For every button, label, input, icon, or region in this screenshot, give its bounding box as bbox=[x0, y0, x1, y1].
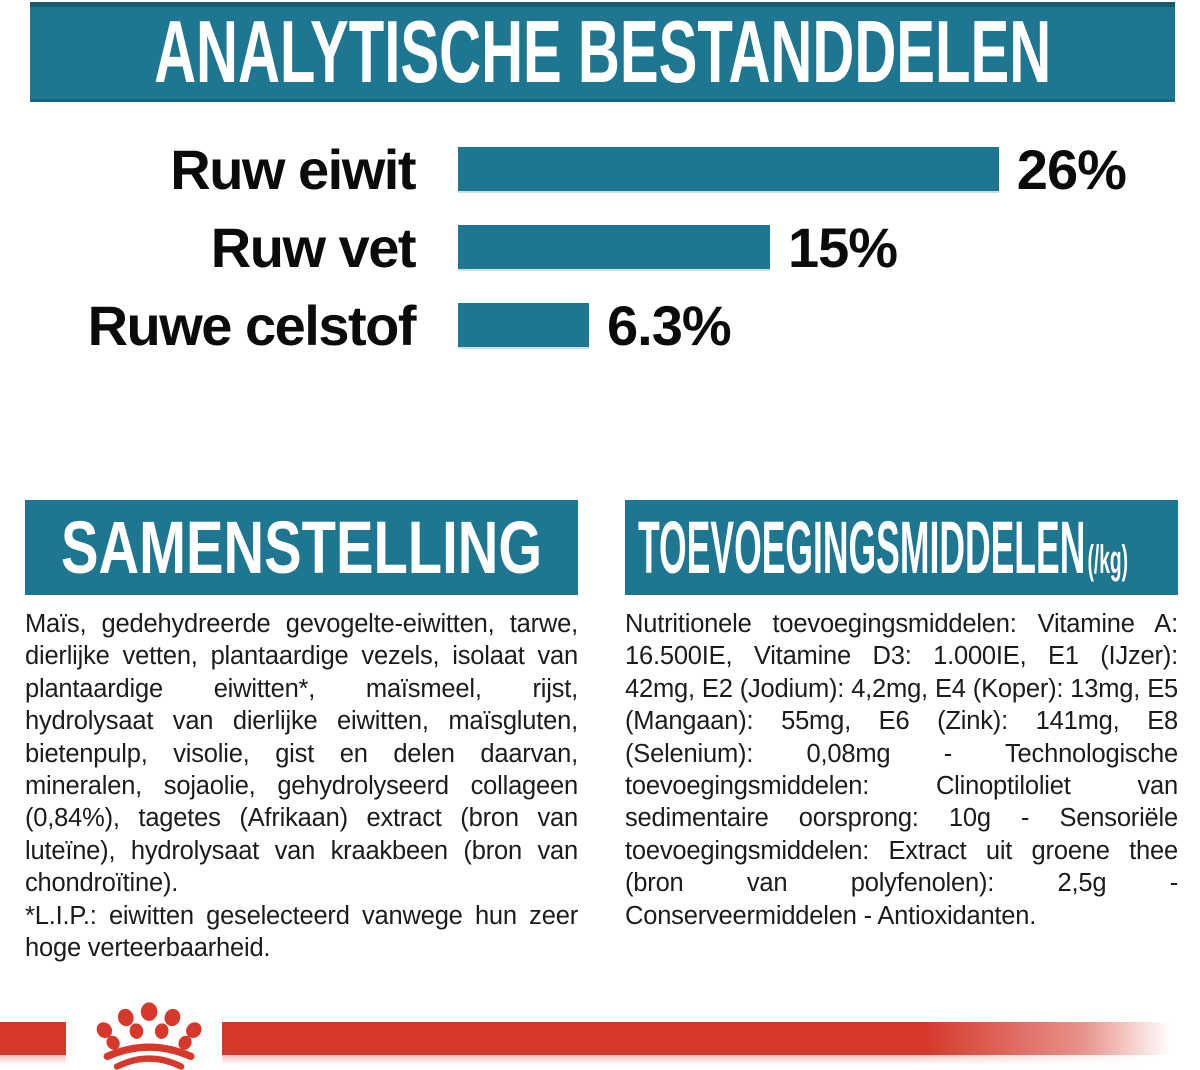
analytics-chart: Ruw eiwit 26% Ruw vet 15% Ruwe celstof 6.3% bbox=[0, 130, 1200, 364]
additives-paragraph: Nutritionele toevoegingsmiddelen: Vitami… bbox=[625, 610, 1178, 930]
composition-paragraph: Maïs, gedehydreerde gevogelte-eiwitten, … bbox=[25, 610, 578, 898]
additives-title-suffix: (/kg) bbox=[1087, 538, 1129, 582]
analytics-header-title: ANALYTISCHE BESTANDDELEN bbox=[153, 2, 1052, 101]
additives-section: TOEVOEGINGSMIDDELEN (/kg) Nutritionele t… bbox=[625, 500, 1178, 932]
chart-bar bbox=[458, 147, 999, 191]
royal-canin-crown-icon bbox=[96, 1002, 202, 1070]
chart-row: Ruwe celstof 6.3% bbox=[0, 286, 1200, 364]
chart-bar bbox=[458, 303, 590, 347]
additives-body: Nutritionele toevoegingsmiddelen: Vitami… bbox=[625, 608, 1178, 932]
chart-category-label: Ruwe celstof bbox=[87, 293, 417, 357]
chart-bar bbox=[458, 225, 770, 269]
chart-row: Ruw vet 15% bbox=[0, 208, 1200, 286]
chart-value-label: 26% bbox=[1016, 137, 1127, 201]
chart-category-label: Ruw vet bbox=[210, 215, 417, 279]
chart-row: Ruw eiwit 26% bbox=[0, 130, 1200, 208]
additives-title: TOEVOEGINGSMIDDELEN bbox=[638, 506, 1086, 589]
analytics-header-banner: ANALYTISCHE BESTANDDELEN bbox=[30, 2, 1175, 102]
composition-title: SAMENSTELLING bbox=[60, 506, 543, 589]
footer-bar-shadow-left bbox=[0, 1055, 66, 1065]
chart-value-label: 6.3% bbox=[607, 293, 732, 357]
additives-title-wrap: TOEVOEGINGSMIDDELEN (/kg) bbox=[638, 505, 1128, 590]
chart-value-label: 15% bbox=[788, 215, 898, 279]
composition-header-banner: SAMENSTELLING bbox=[25, 500, 578, 595]
footer-bar-shadow-right bbox=[222, 1055, 1200, 1065]
composition-body: Maïs, gedehydreerde gevogelte-eiwitten, … bbox=[25, 608, 578, 964]
footer-red-bar-left bbox=[0, 1022, 66, 1055]
additives-header-banner: TOEVOEGINGSMIDDELEN (/kg) bbox=[625, 500, 1178, 595]
chart-category-label: Ruw eiwit bbox=[170, 137, 416, 201]
composition-footnote: *L.I.P.: eiwitten geselecteerd vanwege h… bbox=[25, 901, 578, 963]
footer-red-bar-right bbox=[222, 1022, 1200, 1055]
composition-section: SAMENSTELLING Maïs, gedehydreerde gevoge… bbox=[25, 500, 578, 964]
